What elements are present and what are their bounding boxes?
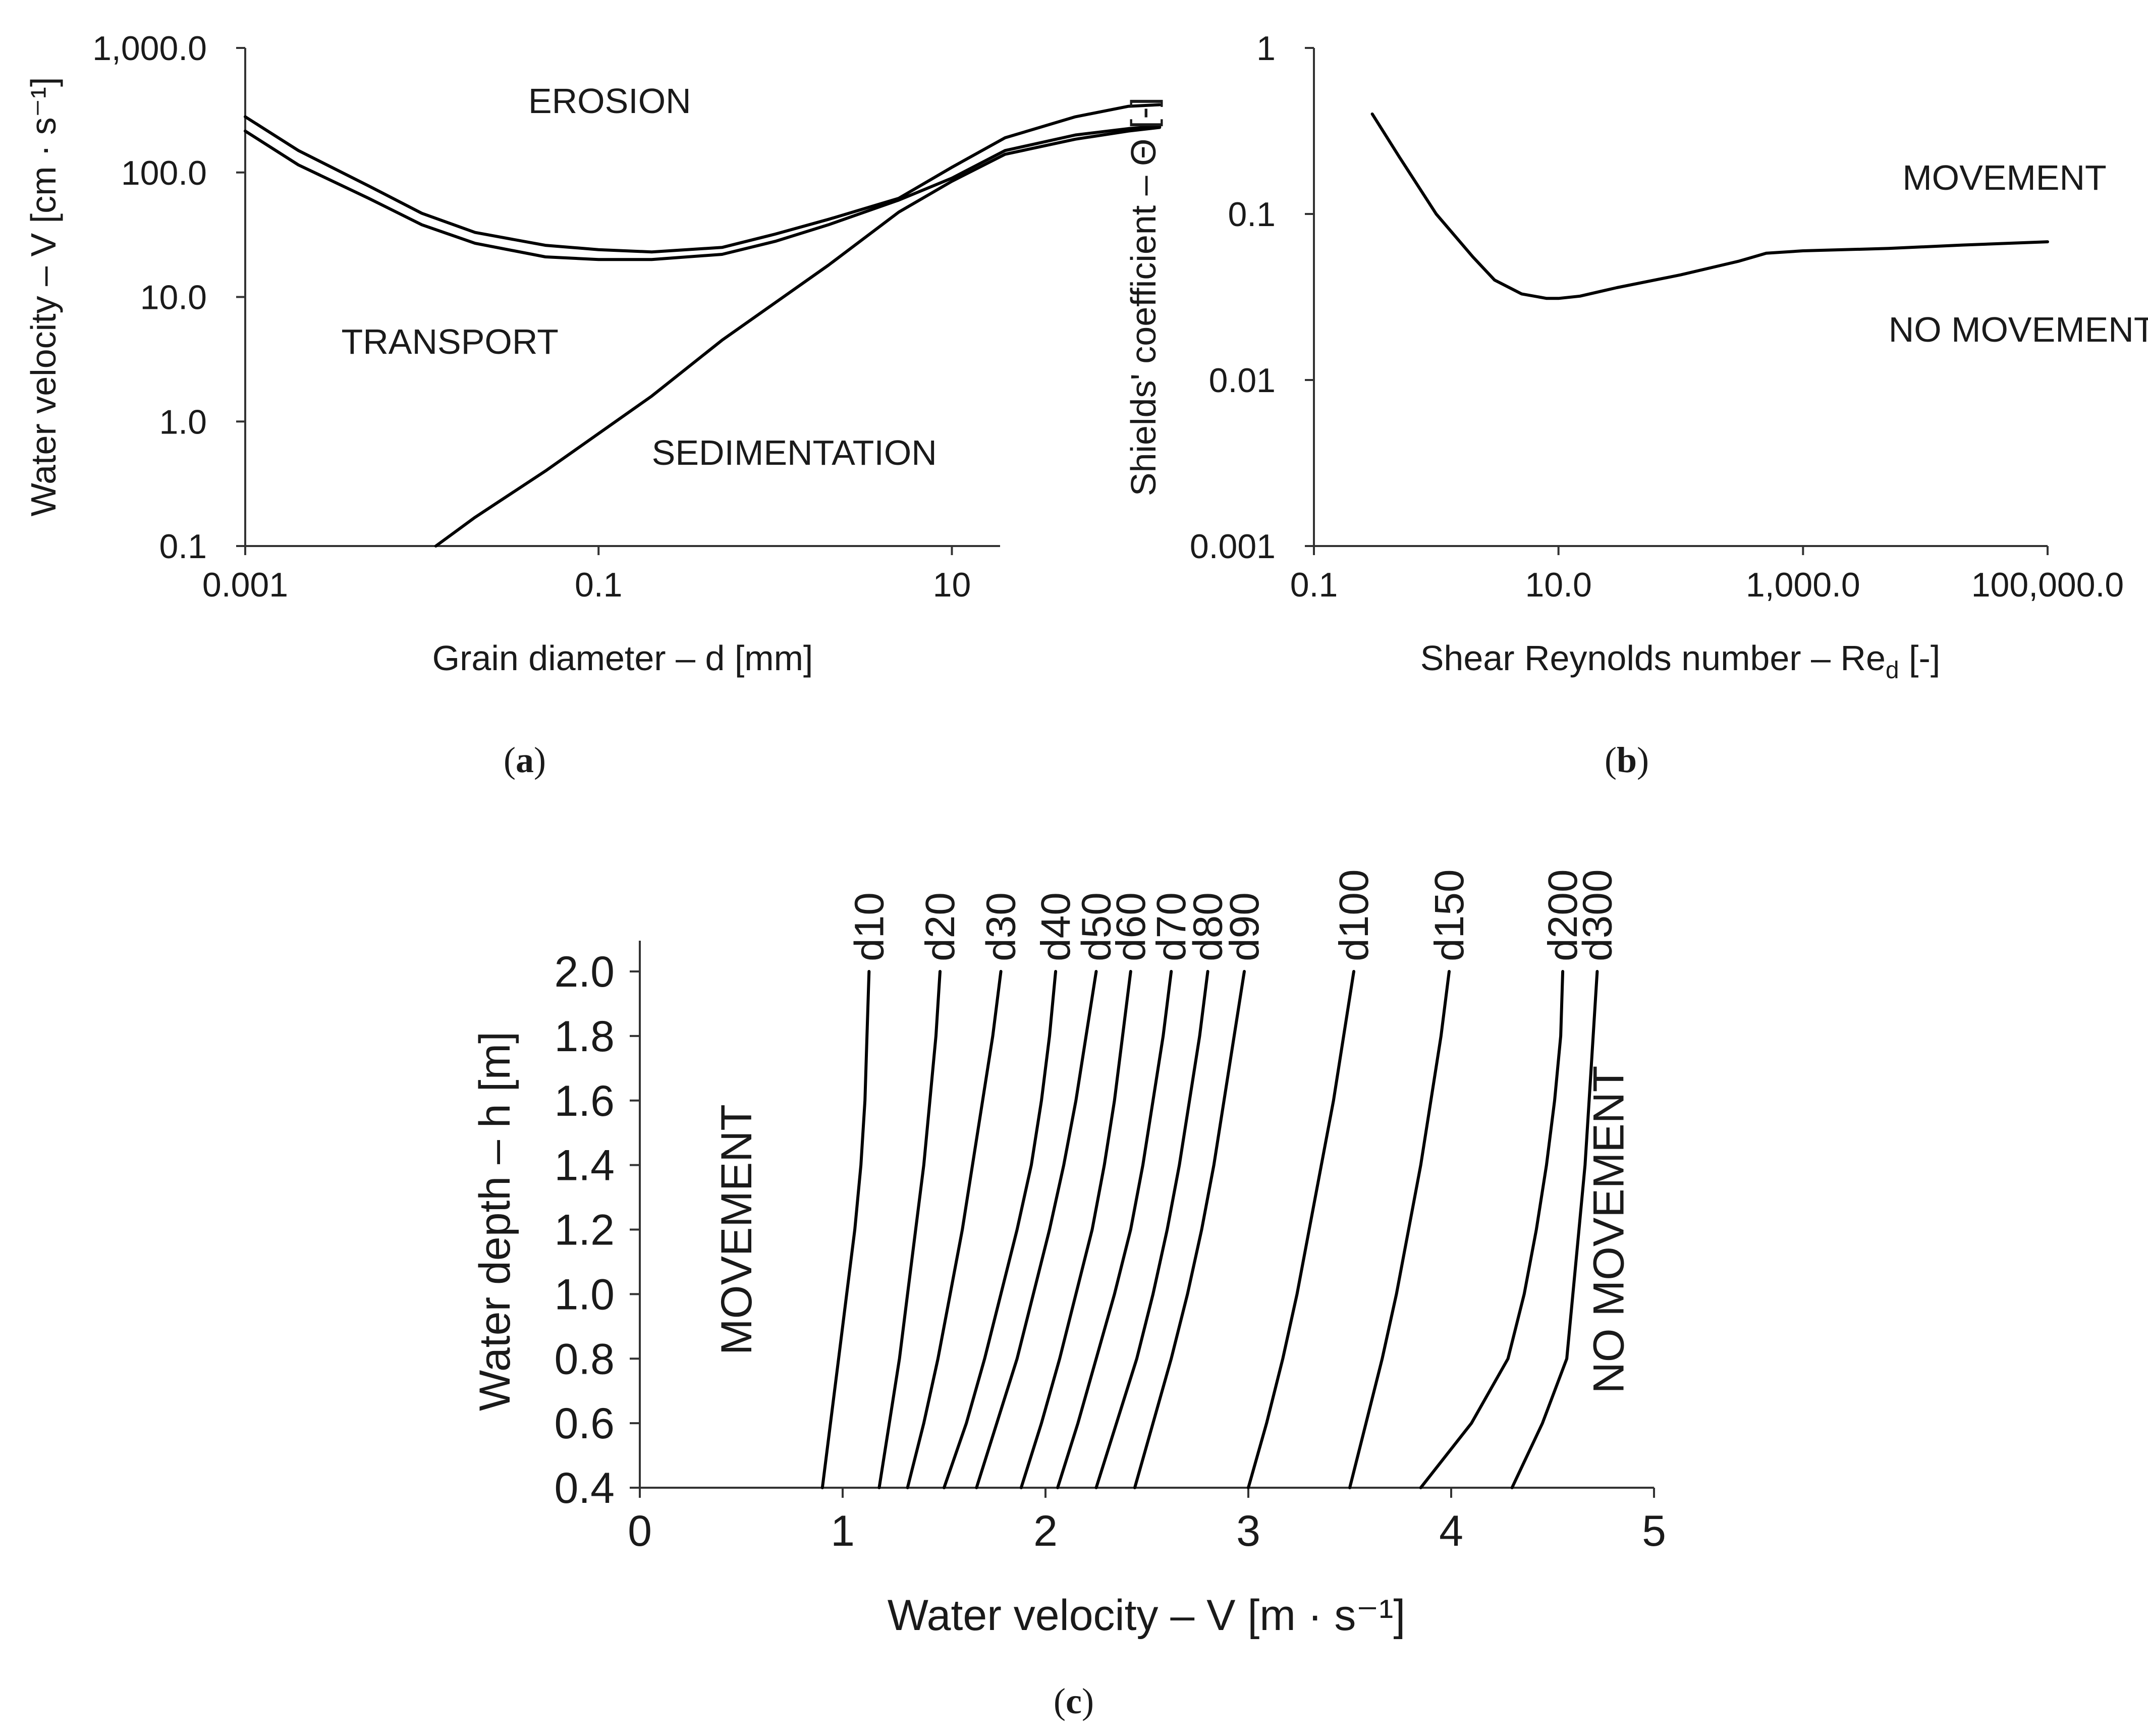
panel-c-ticks: 0 1 2 3 4 5 0.4 0.6 0.8 1.0 1.2 1.4 1.6 1.8 2.0 [554, 948, 1666, 1555]
panel-a-y-tick-label: 1.0 [159, 403, 207, 441]
panel-c-line-d30 [906, 970, 1003, 1489]
panel-c-y-tick-label: 1.4 [554, 1142, 615, 1190]
panel-c-line-d300 [1510, 970, 1599, 1489]
panel-c-line-d150 [1348, 970, 1451, 1489]
panel-c-x-tick-label: 4 [1439, 1507, 1463, 1555]
panel-c-x-tick-label: 5 [1642, 1507, 1666, 1555]
panel-b-label: (b) [1605, 740, 1649, 780]
panel-c-y-axis-title: Water depth – h [m] [471, 1032, 519, 1411]
panel-c-series-label-d60: d60 [1108, 892, 1154, 961]
panel-c-line-d200 [1419, 970, 1565, 1489]
panel-c: 0 1 2 3 4 5 0.4 0.6 0.8 1.0 1.2 1.4 1.6 1.8 2.0 d10 d20… [471, 870, 1666, 1721]
panel-c-line-d90 [1133, 970, 1246, 1489]
panel-c-series-label-d20: d20 [917, 892, 963, 961]
panel-a-region-label-sedimentation: SEDIMENTATION [652, 433, 937, 472]
panel-b-x-tick-label: 100,000.0 [1971, 566, 2124, 604]
panel-b-y-tick-label: 0.1 [1228, 195, 1276, 234]
panel-c-line-d60 [1019, 970, 1132, 1489]
panel-c-series-label-d100: d100 [1331, 870, 1377, 961]
panel-c-y-tick-label: 0.6 [554, 1399, 615, 1448]
panel-c-series-label-d10: d10 [846, 892, 892, 961]
panel-b-ticks: 0.1 10.0 1,000.0 100,000.0 0.001 0.01 0.1 1 [1190, 29, 2124, 604]
panel-c-y-tick-label: 1.8 [554, 1012, 615, 1061]
panel-a-region-label-transport: TRANSPORT [341, 322, 558, 361]
panel-a-label: (a) [504, 740, 546, 780]
panel-c-x-tick-label: 1 [831, 1507, 855, 1555]
panel-b-line-shields-curve [1370, 112, 2049, 300]
panel-c-series-label-d150: d150 [1426, 870, 1472, 961]
panel-b-region-label-movement: MOVEMENT [1902, 158, 2106, 197]
panel-a-line-erosion-lower [244, 125, 1162, 261]
panel-c-line-d100 [1247, 970, 1355, 1489]
panel-c-y-tick-label: 1.6 [554, 1077, 615, 1125]
panel-c-y-tick-label: 0.8 [554, 1335, 615, 1383]
panel-c-line-d70 [1056, 970, 1173, 1489]
panel-b-region-label-no-movement: NO MOVEMENT [1889, 310, 2148, 349]
panel-c-y-tick-label: 0.4 [554, 1464, 615, 1512]
panel-c-region-label-movement: MOVEMENT [712, 1104, 761, 1355]
panel-c-y-tick-label: 1.0 [554, 1270, 615, 1319]
panel-b-x-tick-label: 1,000.0 [1746, 566, 1860, 604]
panel-c-series [820, 970, 1599, 1489]
panel-b-x-axis-title-subscript: d [1886, 657, 1899, 684]
panel-c-letter: c [1066, 1681, 1082, 1721]
panel-c-series-label-d200: d200 [1540, 870, 1586, 961]
panel-a-x-tick-label: 10 [933, 566, 971, 604]
panel-b-x-tick-label: 0.1 [1290, 566, 1338, 604]
panel-c-series-label-d40: d40 [1033, 892, 1079, 961]
panel-c-line-d10 [820, 970, 871, 1489]
panel-a-series [244, 103, 1162, 548]
panel-c-label: (c) [1054, 1681, 1094, 1721]
panel-a-y-axis-title: Water velocity – V [cm · s⁻¹] [24, 77, 63, 517]
panel-a-line-erosion-upper [244, 103, 1162, 254]
panel-c-series-label-d300: d300 [1574, 870, 1620, 961]
panel-c-x-tick-label: 3 [1236, 1507, 1260, 1555]
panel-c-line-d50 [975, 970, 1098, 1489]
panel-b-x-tick-label: 10.0 [1525, 566, 1591, 604]
panel-c-y-tick-label: 1.2 [554, 1206, 615, 1255]
panel-b-y-tick-label: 1 [1256, 29, 1276, 68]
panel-b-region-labels: MOVEMENT NO MOVEMENT [1889, 158, 2148, 349]
panel-c-x-axis-title: Water velocity – V [m · s⁻¹] [888, 1591, 1406, 1640]
panel-b-x-axis-title-main: Shear Reynolds number – Re [1420, 638, 1886, 678]
panel-c-region-labels: MOVEMENT NO MOVEMENT [712, 1066, 1633, 1394]
panel-b-series [1370, 112, 2049, 300]
panel-a-y-tick-label: 1,000.0 [92, 29, 207, 68]
panel-a-x-tick-label: 0.001 [202, 566, 288, 604]
panel-c-series-label-d30: d30 [978, 892, 1024, 961]
panel-b-y-tick-label: 0.01 [1209, 361, 1276, 400]
panel-c-line-d20 [877, 970, 942, 1489]
panel-b-x-axis-title-suffix: [-] [1899, 638, 1941, 678]
panel-c-series-label-d90: d90 [1222, 892, 1268, 961]
panel-b: 0.1 10.0 1,000.0 100,000.0 0.001 0.01 0.1 1 MOV… [1124, 29, 2148, 780]
panel-c-line-d80 [1094, 970, 1209, 1489]
panel-a-x-tick-label: 0.1 [575, 566, 623, 604]
panel-c-y-tick-label: 2.0 [554, 948, 615, 996]
panel-c-x-tick-label: 2 [1033, 1507, 1058, 1555]
panel-c-line-d40 [943, 970, 1058, 1489]
panel-a-y-tick-label: 10.0 [140, 279, 207, 317]
panel-b-letter: b [1617, 740, 1637, 780]
panel-a-x-axis-title: Grain diameter – d [mm] [432, 638, 813, 678]
panel-c-region-label-no-movement: NO MOVEMENT [1585, 1066, 1633, 1394]
panel-a-y-tick-label: 100.0 [121, 154, 207, 192]
panel-a-y-tick-label: 0.1 [159, 527, 207, 566]
panel-c-series-label-d50: d50 [1074, 892, 1120, 961]
panel-a-region-labels: EROSION TRANSPORT SEDIMENTATION [341, 81, 937, 472]
panel-c-series-label-d80: d80 [1185, 892, 1231, 961]
panel-a-letter: a [516, 740, 534, 780]
panel-a-line-sedimentation [434, 126, 1162, 548]
panel-c-series-label-d70: d70 [1148, 892, 1194, 961]
panel-b-y-tick-label: 0.001 [1190, 527, 1276, 566]
panel-a-region-label-erosion: EROSION [528, 81, 691, 121]
panel-b-x-axis-title: Shear Reynolds number – Red [-] [1420, 638, 1941, 684]
panel-b-y-axis-title: Shields' coefficient – Θ [-] [1124, 97, 1163, 496]
panel-c-x-tick-label: 0 [628, 1507, 652, 1555]
